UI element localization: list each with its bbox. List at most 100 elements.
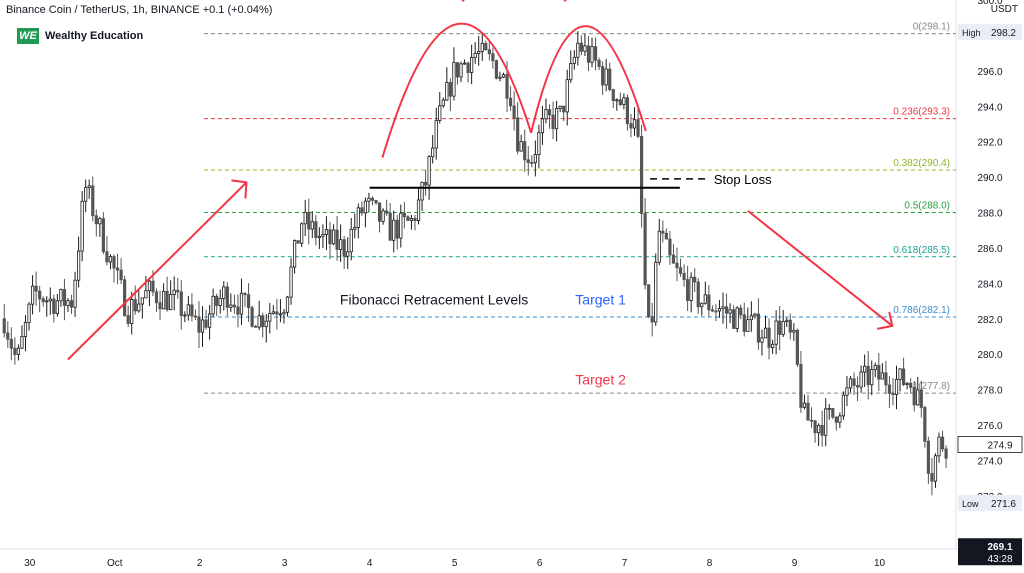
candle-body [200,319,205,333]
candle-body [339,239,343,250]
time-tick-label: 2 [197,558,203,569]
candle-body [792,329,796,333]
price-axis[interactable]: 272.0274.0276.0278.0280.0282.0284.0286.0… [957,0,1023,566]
candle-body [583,45,587,52]
candle-body [866,365,870,386]
fib-level-label: 0.236(293.3) [893,107,950,118]
candle-body [795,329,799,365]
price-tick-label: 284.0 [977,279,1002,290]
candle-body [105,251,109,263]
candle-body [310,221,314,230]
candle-body [597,59,601,68]
candle-body [190,304,194,317]
price-change: +0.1 (+0.04%) [202,4,273,16]
low-tag-label: Low [962,499,979,509]
candle-body [601,66,605,86]
candle-body [785,319,789,322]
downtrend-arrowhead-icon [877,311,894,330]
candle-body [59,289,63,302]
candles [2,31,948,496]
candle-body [317,235,321,238]
candle-body [639,136,644,214]
candle-body [618,99,622,105]
candle-body [307,211,311,230]
candle-body [643,213,647,286]
candle-body [827,407,831,410]
candle-body [27,303,31,323]
candle-body [402,212,406,218]
candle-body [413,218,417,221]
target2-label: Target 2 [575,371,626,387]
candle-body [523,141,527,161]
candle-body [314,221,318,238]
candle-body [877,364,881,380]
symbol-header[interactable]: Binance Coin / TetherUS, 1h, BINANCE +0.… [6,4,272,16]
price-tick-label: 296.0 [977,67,1002,78]
candle-body [342,239,346,257]
price-tick-label: 294.0 [977,102,1002,113]
brand-logo: WE Wealthy Education [17,28,143,44]
candle-body [824,408,828,436]
candle-body [799,363,803,408]
candle-body [778,320,782,335]
candle-body [817,424,821,434]
candle-body [377,202,382,222]
candle-body [66,300,70,306]
last-price-tag-bg [958,538,1022,566]
candle-body [909,382,913,388]
fib-levels: 0(298.1) 0.236(293.3) 0.382(290.4) 0.5(288.… [203,22,956,394]
bar-countdown: 43:28 [987,554,1012,565]
candle-body [657,230,661,263]
fib-level-label: 0.618(285.5) [893,245,950,256]
right-top-arc [530,25,647,134]
candle-body [724,306,729,314]
candle-body [126,315,130,324]
time-tick-label: 5 [452,558,458,569]
candle-body [52,298,56,314]
fibonacci-label: Fibonacci Retracement Levels [340,292,528,308]
candle-body [445,82,449,101]
candle-body [264,320,268,328]
low-tag-bg [958,494,1022,511]
candle-body [222,286,226,299]
time-tick-label: Oct [107,558,123,569]
brand-mark: WE [17,28,39,44]
candle-body [802,402,807,408]
candle-body [770,343,775,348]
candle-body [491,53,495,62]
time-tick-label: 3 [282,558,288,569]
candle-body [728,309,732,314]
candle-body [512,105,516,119]
candle-body [80,200,84,252]
candle-body [115,267,120,271]
candle-body [215,295,219,306]
candle-body [551,114,555,130]
candle-body [569,63,573,81]
candle-body [94,215,98,225]
candle-body [282,311,286,315]
fib-level-label: 0.786(282.1) [893,305,950,316]
candle-body [257,315,261,328]
left-peak-arrow-icon [461,0,465,2]
candle-body [211,295,215,315]
candle-body [834,416,838,423]
candle-body [20,336,24,349]
candle-body [919,389,923,408]
candle-body [296,240,300,244]
candle-body [537,132,541,155]
candle-body [555,107,559,130]
candle-body [232,304,236,308]
candle-body [331,229,336,245]
candle-body [735,307,739,329]
candle-body [940,436,945,450]
candle-body [87,185,91,188]
fib-level-label: 1(277.8) [913,381,950,392]
candle-body [852,378,856,386]
time-axis[interactable]: 30 Oct 2 3 4 5 6 7 8 9 10 [24,558,885,569]
candle-body [544,109,548,120]
candle-body [300,223,304,244]
price-tick-label: 282.0 [977,315,1002,326]
candle-body [732,309,736,329]
candle-body [615,99,619,102]
